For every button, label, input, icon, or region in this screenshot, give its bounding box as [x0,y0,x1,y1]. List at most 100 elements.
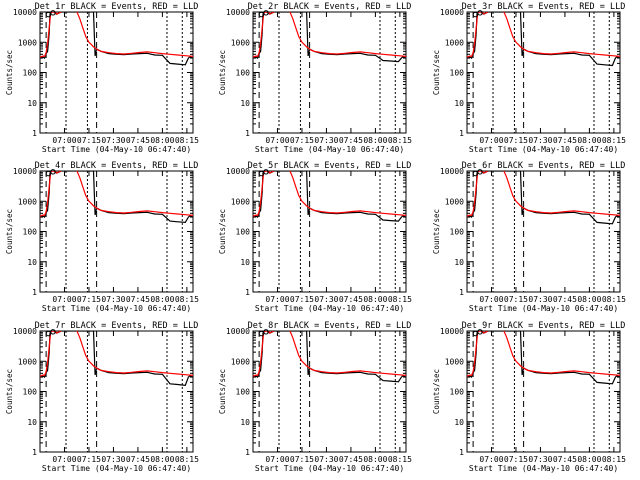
detector-panel: 1 10 100 1000 10000 07:00 07:15 07:30 07:45 08:00… [5,321,199,473]
detector-panel: 1 10 100 1000 10000 07:00 07:15 07:30 07:45 08:00… [218,321,412,473]
y-tick-label: 100 [23,228,38,237]
x-axis-label: Start Time (04-May-10 06:47:40) [42,304,191,313]
y-tick-label: 10 [240,258,250,267]
saturation-marker [45,330,52,337]
y-axis-label: Counts/sec [432,209,441,254]
x-tick-label: 07:15 [77,136,101,145]
y-axis-label: Counts/sec [432,369,441,414]
y-tick-label: 10000 [440,327,464,336]
y-tick-label: 10000 [226,327,250,336]
plot-frame [466,11,621,134]
y-tick-label: 100 [450,228,465,237]
x-tick-label: 07:45 [126,295,150,304]
y-tick-label: 1 [32,129,37,138]
y-tick-label: 100 [236,228,251,237]
x-tick-label: 07:00 [265,295,289,304]
x-tick-label: 07:45 [126,136,150,145]
x-axis-label: Start Time (04-May-10 06:47:40) [42,464,191,473]
y-axis-label: Counts/sec [5,50,14,95]
x-tick-label: 08:00 [577,455,601,464]
x-tick-label: 07:30 [528,455,552,464]
plot-frame [252,11,407,134]
panel-title: Det 6r BLACK = Events, RED = LLD [462,161,626,171]
y-tick-label: 10000 [13,167,37,176]
x-tick-label: 07:45 [553,455,577,464]
x-tick-label: 07:00 [52,136,76,145]
panel-title: Det 9r BLACK = Events, RED = LLD [462,321,626,331]
y-tick-label: 10000 [226,8,250,17]
y-tick-label: 10 [27,258,37,267]
series-line [253,171,406,217]
series-line [40,331,193,377]
series-line [467,171,620,217]
saturation-marker [477,169,483,175]
x-tick-label: 08:15 [388,455,412,464]
x-tick-label: 07:30 [528,295,552,304]
detector-panel: 1 10 100 1000 10000 07:00 07:15 07:30 07:45 08:00… [5,2,199,154]
y-axis-label: Counts/sec [218,209,227,254]
y-tick-label: 1000 [18,357,37,366]
y-tick-label: 100 [23,69,38,78]
saturation-marker [472,11,479,18]
x-tick-label: 07:45 [553,136,577,145]
detector-panel: 1 10 100 1000 10000 07:00 07:15 07:30 07:45 08:00… [218,161,412,313]
series-line [467,171,620,225]
y-tick-label: 10 [240,99,250,108]
x-axis-label: Start Time (04-May-10 06:47:40) [255,145,404,154]
x-tick-label: 07:00 [479,295,503,304]
x-tick-label: 08:00 [363,136,387,145]
y-tick-label: 1 [245,129,250,138]
y-tick-label: 1000 [231,357,250,366]
x-tick-label: 07:00 [479,455,503,464]
saturation-marker [263,10,269,16]
series-line [40,12,193,58]
x-tick-label: 08:00 [150,136,174,145]
series-line [40,331,193,386]
series-line [40,171,193,224]
series-line [467,331,620,385]
y-tick-label: 1000 [445,357,464,366]
y-tick-label: 1 [459,129,464,138]
x-axis-label: Start Time (04-May-10 06:47:40) [469,464,618,473]
x-tick-label: 07:00 [265,136,289,145]
x-tick-label: 08:15 [175,455,199,464]
x-tick-label: 07:15 [290,455,314,464]
x-tick-label: 08:00 [577,295,601,304]
x-tick-label: 07:45 [553,295,577,304]
saturation-marker [45,11,52,18]
y-axis-label: Counts/sec [5,369,14,414]
y-tick-label: 10 [454,258,464,267]
x-tick-label: 07:30 [101,295,125,304]
x-tick-label: 08:15 [602,136,626,145]
plot-frame [252,170,407,293]
series-line [467,12,620,67]
x-tick-label: 08:15 [175,136,199,145]
y-tick-label: 10 [27,418,37,427]
y-tick-label: 100 [450,388,465,397]
series-line [40,12,193,66]
x-tick-label: 07:45 [339,295,363,304]
saturation-marker [477,329,483,335]
saturation-marker [472,170,479,177]
series-line [253,12,406,58]
x-tick-label: 07:30 [314,455,338,464]
x-tick-label: 07:45 [339,455,363,464]
x-tick-label: 07:15 [77,295,101,304]
x-tick-label: 07:15 [504,295,528,304]
panel-title: Det 8r BLACK = Events, RED = LLD [248,321,412,331]
y-tick-label: 1000 [231,38,250,47]
y-tick-label: 10000 [226,167,250,176]
x-tick-label: 07:15 [290,136,314,145]
x-tick-label: 08:15 [388,136,412,145]
x-tick-label: 07:30 [101,455,125,464]
saturation-marker [263,329,269,335]
panel-title: Det 2r BLACK = Events, RED = LLD [248,2,412,12]
x-tick-label: 07:15 [290,295,314,304]
x-tick-label: 07:30 [314,295,338,304]
detector-panel: 1 10 100 1000 10000 07:00 07:15 07:30 07:45 08:00… [432,321,626,473]
y-tick-label: 1000 [18,38,37,47]
x-tick-label: 07:00 [479,136,503,145]
x-tick-label: 08:15 [388,295,412,304]
saturation-marker [263,169,269,175]
